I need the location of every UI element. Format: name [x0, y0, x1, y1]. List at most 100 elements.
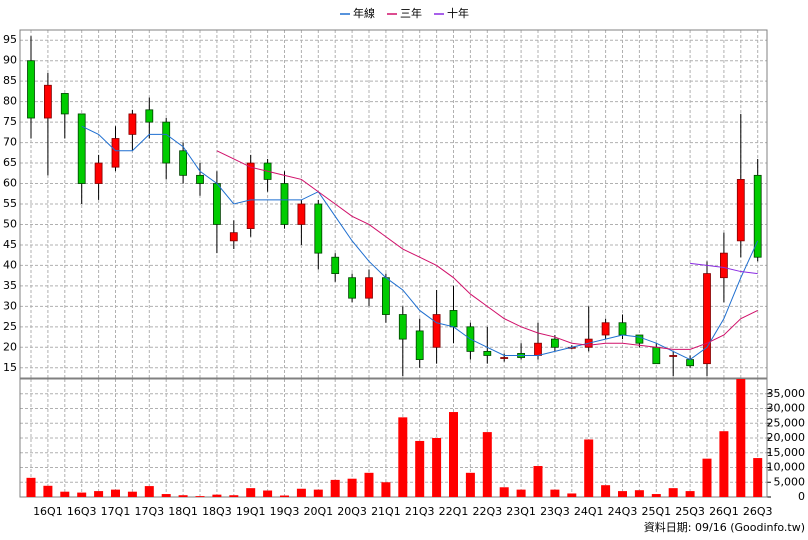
candle-body: [415, 330, 424, 360]
y-tick-label: 30: [3, 299, 17, 312]
volume-bar: [550, 489, 560, 497]
volume-bar: [634, 490, 644, 497]
candle-body: [720, 252, 728, 279]
price-frame: [19, 29, 768, 379]
y-tick-label: 20: [3, 340, 17, 353]
volume-bar: [246, 488, 256, 497]
volume-bar: [702, 458, 712, 497]
x-tick-label: 25Q1: [641, 505, 671, 518]
x-tick-label: 22Q3: [472, 505, 502, 518]
volume-bar: [516, 489, 526, 497]
x-tick-label: 16Q1: [33, 505, 63, 518]
legend-label: 年線: [353, 6, 375, 20]
candle-body: [500, 357, 509, 359]
volume-bar: [263, 490, 273, 497]
volume-bar: [178, 495, 188, 497]
candle-body: [753, 174, 762, 258]
y2-tick-label: 0: [798, 490, 805, 503]
y-tick-label: 85: [3, 74, 17, 87]
x-tick-label: 18Q1: [168, 505, 198, 518]
x-tick-label: 19Q1: [236, 505, 266, 518]
candle-body: [229, 232, 238, 242]
candle-body: [551, 338, 559, 348]
volume-bar: [212, 494, 222, 497]
candle-body: [449, 310, 458, 328]
volume-bar: [499, 487, 509, 497]
x-tick-label: 23Q3: [540, 505, 570, 518]
x-tick-label: 24Q1: [574, 505, 604, 518]
volume-bar: [161, 494, 171, 497]
volume-bar: [618, 491, 627, 497]
candle-body: [162, 121, 171, 164]
volume-bar: [313, 489, 323, 497]
y-tick-label: 90: [3, 54, 17, 67]
volume-bar: [398, 417, 408, 497]
candle-body: [44, 84, 52, 119]
candle-body: [60, 93, 69, 115]
volume-bar: [381, 482, 391, 497]
candle-body: [703, 273, 711, 365]
y2-tick-label: 20,000: [767, 431, 806, 444]
volume-bar: [736, 379, 746, 497]
x-tick-label: 20Q1: [303, 505, 333, 518]
x-tick-label: 23Q1: [506, 505, 536, 518]
candle-body: [398, 314, 407, 340]
volume-bar: [364, 472, 374, 497]
candle-body: [128, 113, 137, 135]
y-tick-label: 65: [3, 156, 17, 169]
volume-bar: [685, 491, 695, 497]
candle-body: [365, 277, 373, 299]
ma-line: [216, 150, 758, 350]
volume-bar: [77, 492, 87, 497]
candle-body: [381, 277, 390, 315]
volume-bar: [60, 491, 70, 497]
y-tick-label: 35: [3, 279, 17, 292]
y-tick-label: 80: [3, 95, 17, 108]
candle-body: [483, 350, 492, 356]
volume-bar: [43, 485, 53, 497]
y-tick-label: 50: [3, 217, 17, 230]
volume-bar: [449, 412, 458, 497]
x-tick-label: 17Q1: [101, 505, 131, 518]
volume-frame: [19, 378, 768, 498]
y2-tick-label: 30,000: [767, 402, 806, 415]
x-tick-label: 19Q3: [270, 505, 300, 518]
candle-body: [246, 162, 255, 229]
volume-bar: [465, 472, 475, 497]
y-tick-label: 75: [3, 115, 17, 128]
ma-line: [690, 262, 758, 275]
x-tick-label: 25Q3: [675, 505, 705, 518]
candle-body: [77, 113, 86, 184]
volume-bar: [94, 491, 104, 497]
y2-tick-label: 25,000: [767, 416, 806, 429]
y-tick-label: 55: [3, 197, 17, 210]
volume-bar: [601, 485, 611, 497]
y-tick-label: 40: [3, 258, 17, 271]
x-tick-label: 18Q3: [202, 505, 232, 518]
candle-body: [534, 342, 542, 356]
candle-body: [145, 109, 154, 123]
x-tick-label: 21Q3: [405, 505, 435, 518]
candle-body: [331, 256, 340, 275]
y-tick-label: 60: [3, 177, 17, 190]
legend-label: 十年: [447, 6, 469, 20]
volume-bar: [432, 438, 442, 497]
candle-body: [27, 60, 35, 119]
candle-body: [314, 203, 323, 254]
x-tick-label: 26Q1: [709, 505, 739, 518]
ma-line: [81, 125, 759, 361]
candle-body: [280, 183, 289, 225]
candle-body: [652, 346, 661, 365]
candle-body: [111, 138, 120, 168]
volume-bar: [229, 495, 239, 497]
candle-body: [432, 314, 441, 348]
volume-bar: [567, 493, 577, 497]
x-tick-label: 26Q3: [743, 505, 773, 518]
x-tick-label: 24Q3: [608, 505, 638, 518]
x-tick-label: 21Q1: [371, 505, 401, 518]
x-tick-label: 17Q3: [134, 505, 164, 518]
x-tick-label: 22Q1: [439, 505, 469, 518]
volume-bar: [533, 466, 543, 497]
candle-body: [196, 174, 204, 184]
